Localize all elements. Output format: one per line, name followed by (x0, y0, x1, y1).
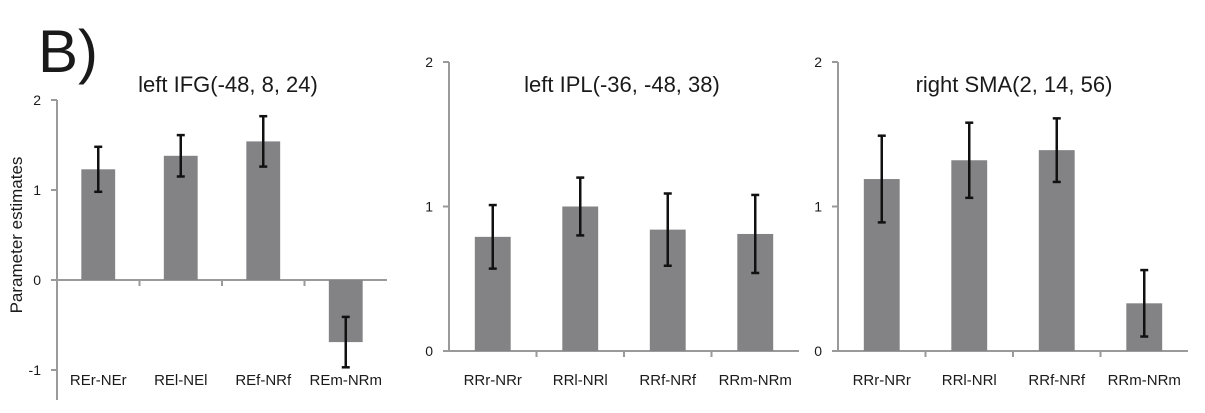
y-tick-label: 2 (33, 92, 41, 108)
y-tick-label: 1 (425, 199, 433, 215)
y-tick-label: 0 (33, 272, 41, 288)
category-label: REf-NRf (235, 372, 292, 389)
category-label: REm-NRm (310, 372, 383, 389)
y-tick-label: 2 (814, 54, 822, 70)
category-label: RRl-NRl (942, 372, 997, 389)
y-tick-label: 0 (814, 343, 822, 359)
category-label: RRm-NRm (719, 372, 792, 389)
y-tick-label: -1 (29, 362, 42, 378)
chart-left-ifg: left IFG(-48, 8, 24) -1 0 1 2 REr-NEr REl-NEl… (29, 72, 387, 400)
bar (1038, 150, 1075, 351)
category-label: REl-NEl (154, 372, 207, 389)
category-label: RRr-NRr (853, 372, 911, 389)
category-label: REr-NEr (70, 372, 127, 389)
chart-title: left IPL(-36, -48, 38) (524, 72, 720, 97)
y-tick-label: 0 (425, 343, 433, 359)
y-tick-label: 1 (814, 199, 822, 215)
chart-left-ipl: left IPL(-36, -48, 38) 0 1 2 RRr-NRr RRl-NRl… (425, 54, 799, 389)
panel-label: B) (38, 18, 98, 85)
chart-title: right SMA(2, 14, 56) (916, 72, 1113, 97)
y-axis-label: Parameter estimates (7, 157, 26, 314)
category-label: RRr-NRr (464, 372, 522, 389)
chart-right-sma: right SMA(2, 14, 56) 0 1 2 RRr-NRr RRl-NRl RR… (814, 54, 1188, 389)
y-tick-label: 1 (33, 182, 41, 198)
category-label: RRf-NRf (1028, 372, 1085, 389)
y-tick-label: 2 (425, 54, 433, 70)
category-label: RRm-NRm (1108, 372, 1181, 389)
category-label: RRl-NRl (553, 372, 608, 389)
category-label: RRf-NRf (639, 372, 696, 389)
chart-title: left IFG(-48, 8, 24) (138, 72, 318, 97)
